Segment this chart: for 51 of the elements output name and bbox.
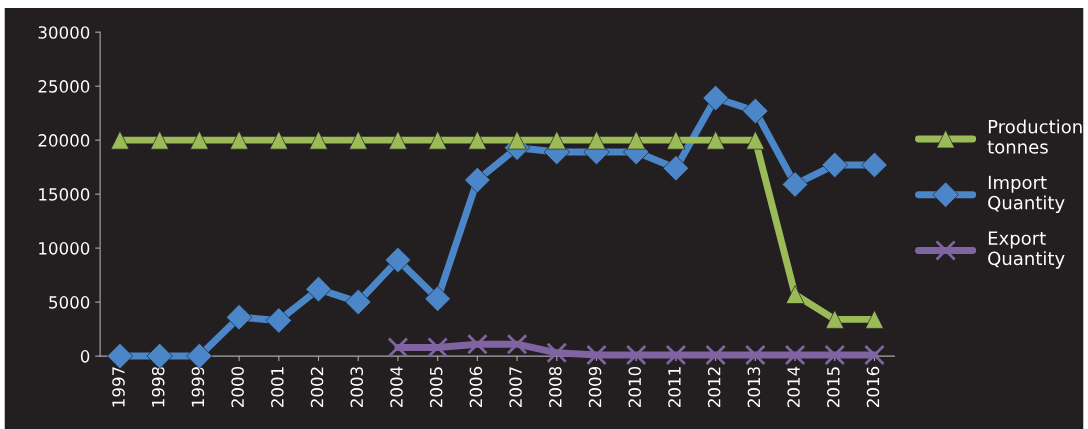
y-tick-label: 0 bbox=[80, 350, 90, 363]
point bbox=[824, 344, 846, 366]
point bbox=[427, 337, 449, 358]
point bbox=[864, 344, 885, 366]
point bbox=[506, 333, 528, 355]
x-tick-label: 2014 bbox=[787, 366, 800, 407]
point bbox=[225, 304, 253, 331]
y-tick-label: 30000 bbox=[38, 26, 90, 39]
point bbox=[665, 344, 687, 366]
point bbox=[305, 276, 332, 303]
point bbox=[781, 171, 809, 198]
x-tick-label: 2016 bbox=[866, 366, 880, 407]
point bbox=[546, 342, 568, 364]
point bbox=[345, 288, 372, 316]
x-tick-label: 2006 bbox=[469, 366, 483, 407]
point bbox=[702, 84, 729, 112]
x-tick-label: 2004 bbox=[390, 366, 403, 407]
legend-label: Production tonnes bbox=[987, 119, 1082, 154]
x-tick-label: 1999 bbox=[191, 366, 205, 407]
legend-label: Import Quantity bbox=[988, 175, 1065, 213]
x-tick-label: 1997 bbox=[112, 367, 125, 407]
x-tick-label: 2002 bbox=[310, 367, 324, 407]
x-tick-label: 2005 bbox=[429, 367, 443, 407]
y-tick-label: 25000 bbox=[38, 80, 90, 93]
point bbox=[387, 337, 409, 358]
x-tick-label: 1998 bbox=[151, 366, 165, 407]
x-tick-label: 2011 bbox=[668, 367, 681, 407]
y-tick-label: 5000 bbox=[49, 296, 90, 309]
point bbox=[424, 285, 451, 312]
y-tick-label: 10000 bbox=[39, 242, 90, 255]
point bbox=[784, 344, 806, 366]
x-tick-label: 2000 bbox=[231, 366, 244, 407]
x-tick-label: 2010 bbox=[628, 366, 642, 407]
x-tick-label: 2001 bbox=[271, 367, 284, 407]
legend-label: Export Quantity bbox=[988, 231, 1065, 269]
x-tick-label: 2015 bbox=[827, 367, 840, 407]
x-tick-label: 2003 bbox=[350, 367, 364, 407]
x-tick-label: 2013 bbox=[747, 367, 761, 407]
point bbox=[744, 344, 766, 366]
point bbox=[586, 344, 607, 366]
x-tick-label: 2012 bbox=[707, 367, 721, 407]
x-tick-label: 2007 bbox=[509, 367, 522, 407]
point bbox=[785, 285, 805, 304]
x-tick-label: 2008 bbox=[549, 366, 562, 407]
point bbox=[466, 333, 488, 355]
x-tick-label: 2009 bbox=[588, 366, 602, 407]
point bbox=[625, 344, 647, 366]
y-tick-label: 20000 bbox=[38, 134, 90, 147]
y-tick-label: 15000 bbox=[39, 188, 90, 201]
point bbox=[861, 151, 888, 179]
point bbox=[705, 344, 727, 366]
